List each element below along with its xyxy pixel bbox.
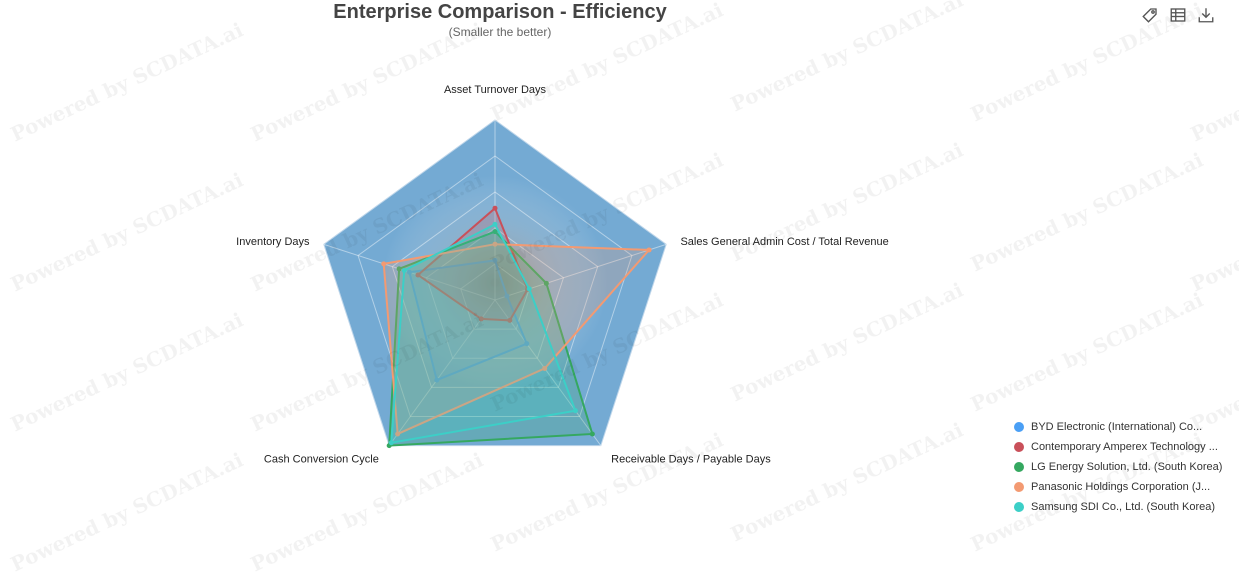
chart-legend: BYD Electronic (International) Co... Cont…: [1014, 417, 1222, 517]
chart-subtitle: (Smaller the better): [448, 25, 552, 39]
series-area-2[interactable]: [388, 230, 594, 447]
radar-ring: [460, 263, 530, 330]
legend-item[interactable]: BYD Electronic (International) Co...: [1014, 417, 1222, 437]
data-point[interactable]: [492, 205, 498, 211]
legend-label: Contemporary Amperex Technology ...: [1031, 441, 1218, 453]
legend-item[interactable]: Samsung SDI Co., Ltd. (South Korea): [1014, 497, 1222, 517]
data-point[interactable]: [492, 257, 498, 263]
legend-label: BYD Electronic (International) Co...: [1031, 421, 1203, 433]
axis-label: Asset Turnover Days: [444, 84, 547, 96]
axis-label: Receivable Days / Payable Days: [611, 453, 771, 465]
legend-item[interactable]: LG Energy Solution, Ltd. (South Korea): [1014, 457, 1222, 477]
data-point[interactable]: [381, 261, 387, 267]
data-point[interactable]: [478, 316, 484, 322]
data-point[interactable]: [395, 431, 401, 437]
radar-ring: [425, 227, 565, 359]
data-point[interactable]: [524, 341, 530, 347]
legend-swatch: [1014, 422, 1024, 432]
data-point[interactable]: [572, 408, 578, 414]
data-point[interactable]: [589, 431, 595, 437]
data-point[interactable]: [542, 365, 548, 371]
data-point[interactable]: [504, 293, 510, 299]
tag-icon[interactable]: [1141, 6, 1159, 24]
legend-swatch: [1014, 442, 1024, 452]
data-point[interactable]: [396, 266, 402, 272]
data-point[interactable]: [415, 272, 421, 278]
radar-axis-line: [494, 299, 602, 446]
data-point[interactable]: [492, 221, 498, 227]
radar-center-shade: [323, 120, 667, 446]
data-point[interactable]: [526, 286, 532, 292]
data-point[interactable]: [507, 317, 513, 323]
legend-label: LG Energy Solution, Ltd. (South Korea): [1031, 461, 1223, 473]
data-point[interactable]: [434, 377, 440, 383]
radar-chart: Asset Turnover Days Sales General Admin C…: [236, 84, 889, 465]
legend-label: Panasonic Holdings Corporation (J...: [1031, 481, 1211, 493]
data-point[interactable]: [406, 269, 412, 275]
data-point[interactable]: [492, 241, 498, 247]
axis-label: Sales General Admin Cost / Total Revenue: [680, 236, 888, 248]
radar-ring: [357, 155, 633, 417]
legend-swatch: [1014, 502, 1024, 512]
legend-item[interactable]: Panasonic Holdings Corporation (J...: [1014, 477, 1222, 497]
chart-title: Enterprise Comparison - Efficiency: [333, 1, 667, 23]
data-point[interactable]: [492, 229, 498, 235]
series-area-4[interactable]: [390, 223, 577, 444]
legend-item[interactable]: Contemporary Amperex Technology ...: [1014, 437, 1222, 457]
data-point[interactable]: [543, 280, 549, 286]
legend-label: Samsung SDI Co., Ltd. (South Korea): [1031, 501, 1216, 513]
radar-ring: [323, 119, 667, 447]
table-icon[interactable]: [1169, 6, 1187, 24]
radar-axis-line: [494, 243, 667, 301]
legend-swatch: [1014, 462, 1024, 472]
data-point[interactable]: [401, 268, 407, 274]
download-icon[interactable]: [1197, 6, 1215, 24]
axis-label: Cash Conversion Cycle: [264, 453, 379, 465]
axis-label: Inventory Days: [236, 236, 310, 248]
chart-toolbar: [1141, 6, 1215, 24]
radar-axis-line: [388, 299, 496, 446]
legend-swatch: [1014, 482, 1024, 492]
series-area-3[interactable]: [382, 243, 652, 436]
data-point[interactable]: [646, 247, 652, 253]
data-point[interactable]: [388, 440, 394, 446]
radar-ring: [391, 191, 599, 388]
